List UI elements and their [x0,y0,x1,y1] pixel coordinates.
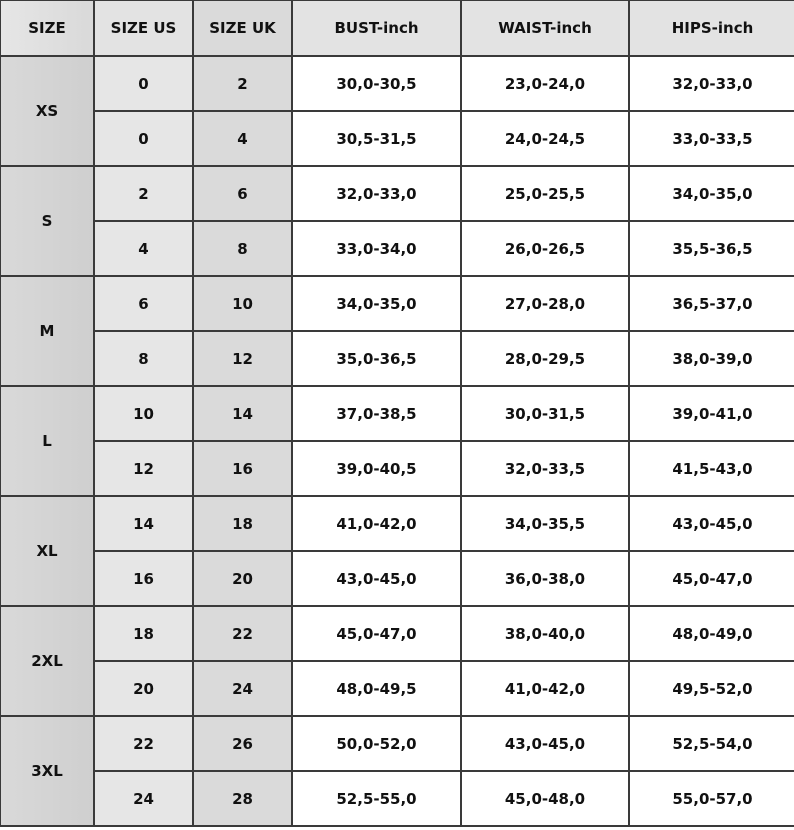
cell-us: 6 [93,275,194,332]
table-row: 4 8 33,0-34,0 26,0-26,5 35,5-36,5 [0,220,794,277]
cell-waist: 26,0-26,5 [460,220,630,277]
cell-uk: 10 [192,275,293,332]
cell-hips: 39,0-41,0 [628,385,794,442]
cell-hips: 35,5-36,5 [628,220,794,277]
header-waist: WAIST-inch [460,0,630,57]
cell-waist: 25,0-25,5 [460,165,630,222]
cell-hips: 55,0-57,0 [628,770,794,827]
cell-waist: 32,0-33,5 [460,440,630,497]
cell-us: 12 [93,440,194,497]
cell-hips: 36,5-37,0 [628,275,794,332]
cell-us: 8 [93,330,194,387]
cell-hips: 32,0-33,0 [628,55,794,112]
cell-waist: 41,0-42,0 [460,660,630,717]
cell-us: 2 [93,165,194,222]
cell-us: 4 [93,220,194,277]
cell-us: 0 [93,55,194,112]
table-row: L 10 14 37,0-38,5 30,0-31,5 39,0-41,0 [0,385,794,497]
cell-hips: 49,5-52,0 [628,660,794,717]
cell-bust: 50,0-52,0 [291,715,462,772]
cell-bust: 39,0-40,5 [291,440,462,497]
size-label: XS [0,55,95,167]
cell-us: 10 [93,385,194,442]
table-row: 0 4 30,5-31,5 24,0-24,5 33,0-33,5 [0,110,794,167]
table-row: 8 12 35,0-36,5 28,0-29,5 38,0-39,0 [0,330,794,387]
cell-hips: 48,0-49,0 [628,605,794,662]
size-label: 2XL [0,605,95,717]
cell-uk: 26 [192,715,293,772]
cell-bust: 37,0-38,5 [291,385,462,442]
table-row: S 2 6 32,0-33,0 25,0-25,5 34,0-35,0 [0,165,794,277]
cell-waist: 45,0-48,0 [460,770,630,827]
cell-bust: 45,0-47,0 [291,605,462,662]
cell-us: 0 [93,110,194,167]
header-size-us: SIZE US [93,0,194,57]
table-row: 12 16 39,0-40,5 32,0-33,5 41,5-43,0 [0,440,794,497]
cell-waist: 28,0-29,5 [460,330,630,387]
header-size: SIZE [0,0,95,57]
cell-uk: 18 [192,495,293,552]
cell-us: 22 [93,715,194,772]
cell-us: 18 [93,605,194,662]
size-label: M [0,275,95,387]
cell-uk: 12 [192,330,293,387]
table-row: 2XL 18 22 45,0-47,0 38,0-40,0 48,0-49,0 [0,605,794,717]
cell-bust: 48,0-49,5 [291,660,462,717]
table-row: 16 20 43,0-45,0 36,0-38,0 45,0-47,0 [0,550,794,607]
cell-hips: 43,0-45,0 [628,495,794,552]
table-row: 3XL 22 26 50,0-52,0 43,0-45,0 52,5-54,0 [0,715,794,827]
cell-waist: 27,0-28,0 [460,275,630,332]
cell-waist: 36,0-38,0 [460,550,630,607]
cell-waist: 38,0-40,0 [460,605,630,662]
cell-uk: 14 [192,385,293,442]
size-label: XL [0,495,95,607]
cell-waist: 30,0-31,5 [460,385,630,442]
header-bust: BUST-inch [291,0,462,57]
cell-uk: 6 [192,165,293,222]
cell-hips: 45,0-47,0 [628,550,794,607]
cell-uk: 20 [192,550,293,607]
cell-uk: 22 [192,605,293,662]
cell-bust: 30,5-31,5 [291,110,462,167]
table-row: 20 24 48,0-49,5 41,0-42,0 49,5-52,0 [0,660,794,717]
table-row: XS 0 2 30,0-30,5 23,0-24,0 32,0-33,0 [0,55,794,167]
header-size-uk: SIZE UK [192,0,293,57]
cell-hips: 33,0-33,5 [628,110,794,167]
cell-bust: 32,0-33,0 [291,165,462,222]
cell-uk: 4 [192,110,293,167]
cell-bust: 52,5-55,0 [291,770,462,827]
cell-waist: 24,0-24,5 [460,110,630,167]
cell-bust: 43,0-45,0 [291,550,462,607]
cell-bust: 34,0-35,0 [291,275,462,332]
cell-us: 24 [93,770,194,827]
cell-bust: 41,0-42,0 [291,495,462,552]
cell-hips: 52,5-54,0 [628,715,794,772]
cell-uk: 24 [192,660,293,717]
table-row: 24 28 52,5-55,0 45,0-48,0 55,0-57,0 [0,770,794,827]
table-row: XL 14 18 41,0-42,0 34,0-35,5 43,0-45,0 [0,495,794,607]
header-hips: HIPS-inch [628,0,794,57]
table-row: M 6 10 34,0-35,0 27,0-28,0 36,5-37,0 [0,275,794,387]
cell-hips: 38,0-39,0 [628,330,794,387]
cell-us: 20 [93,660,194,717]
cell-uk: 16 [192,440,293,497]
cell-uk: 8 [192,220,293,277]
cell-uk: 2 [192,55,293,112]
cell-bust: 35,0-36,5 [291,330,462,387]
cell-bust: 30,0-30,5 [291,55,462,112]
cell-us: 14 [93,495,194,552]
cell-uk: 28 [192,770,293,827]
size-label: L [0,385,95,497]
size-label: S [0,165,95,277]
cell-bust: 33,0-34,0 [291,220,462,277]
cell-us: 16 [93,550,194,607]
header-row: SIZE SIZE US SIZE UK BUST-inch WAIST-inch HIP… [0,0,794,57]
cell-hips: 41,5-43,0 [628,440,794,497]
size-label: 3XL [0,715,95,827]
cell-waist: 23,0-24,0 [460,55,630,112]
cell-hips: 34,0-35,0 [628,165,794,222]
cell-waist: 34,0-35,5 [460,495,630,552]
cell-waist: 43,0-45,0 [460,715,630,772]
